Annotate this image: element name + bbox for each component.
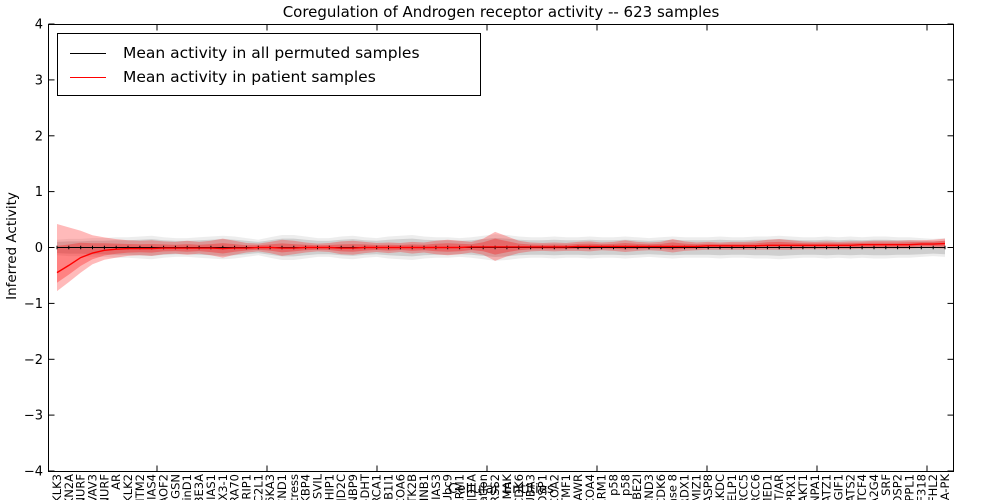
x-tick-label: KLK2 — [121, 474, 135, 500]
y-tick-label: −1 — [24, 297, 43, 312]
x-tick-label: CTNNB1 — [417, 474, 431, 500]
x-axis-label: Cellular Entities — [447, 481, 555, 497]
x-tick-label: T-DHT/AR/Caspase 8 — [666, 474, 680, 500]
x-tick-label: T-DHT/AR/TIF2/CARM1 — [453, 474, 467, 500]
legend: Mean activity in all permuted samples Me… — [57, 33, 481, 96]
x-tick-label: T-DHT/AR/PRX1 — [784, 474, 798, 500]
x-tick-label: FHL2 — [926, 474, 940, 500]
x-tick-label: TMPRSS2 — [488, 474, 502, 500]
x-tick-label: T-DHT/AR/CDK6 — [512, 474, 526, 500]
x-tick-label: JMJD2C — [334, 474, 348, 500]
y-tick-label: −3 — [24, 409, 43, 424]
x-tick-label: T-DHT/AR/SNURF — [97, 474, 111, 500]
x-tick-label: response to oxidative stress — [287, 474, 301, 500]
x-tick-label: CMTM2 — [133, 474, 147, 500]
x-tick-label: mol:T-DHT — [358, 473, 372, 500]
x-tick-label: AR — [109, 474, 123, 490]
x-tick-label: BRCA1 — [370, 474, 384, 500]
x-tick-label: PIAS1 — [204, 474, 218, 500]
x-tick-label: HIP1 — [322, 474, 336, 500]
x-tick-label: DNA-PK — [938, 474, 952, 500]
x-tick-label: CCND1 — [275, 474, 289, 500]
x-tick-label: CDK6 — [654, 474, 668, 500]
x-tick-label: PRKDC — [713, 474, 727, 500]
y-tick-label: 0 — [35, 241, 43, 256]
x-tick-label: ZMIZ1 — [689, 474, 703, 500]
patient-line-swatch — [70, 76, 106, 78]
legend-label-patient: Mean activity in patient samples — [123, 68, 376, 86]
y-tick-label: 1 — [35, 185, 43, 200]
x-tick-label: APPL1 — [903, 474, 917, 500]
x-tick-label: JMJD1A — [464, 474, 478, 500]
x-tick-label: SRF — [879, 474, 893, 496]
x-tick-label: MAK — [500, 474, 514, 500]
x-tick-label: AOF2 — [157, 474, 171, 500]
y-tick-label: 2 — [35, 129, 43, 144]
x-tick-label: ZNF318 — [914, 474, 928, 500]
chart-title: Coregulation of Androgen receptor activi… — [282, 3, 720, 21]
x-tick-label: NCOA2 — [547, 474, 561, 500]
x-tick-label: CTDSP2 — [891, 474, 905, 500]
x-tick-label: RPS6KA3 — [263, 474, 277, 500]
x-tick-label: CARM1 — [595, 474, 609, 500]
legend-label-permuted: Mean activity in all permuted samples — [123, 44, 420, 62]
x-tick-label: XRCC5 — [737, 474, 751, 500]
x-tick-label: SVIL — [311, 473, 325, 499]
x-tick-label: T-DHT/AR/Ubc9 — [441, 474, 455, 500]
x-tick-label: PTK2B — [405, 474, 419, 500]
x-tick-label: CTDSP1 — [535, 474, 549, 500]
legend-item-permuted: Mean activity in all permuted samples — [70, 41, 470, 65]
x-tick-label: HNRNPA1 — [808, 474, 822, 500]
x-tick-label: AKT1 — [796, 474, 810, 500]
x-tick-label: RANBP9 — [346, 474, 360, 500]
x-tick-label: T-DHT/AR/Cyclin D3/CDK11 p58 — [618, 474, 632, 500]
x-tick-label: GSN — [168, 474, 182, 499]
y-tick-label: −4 — [24, 465, 43, 480]
x-tick-label: CASP8 — [701, 474, 715, 500]
x-tick-label: T-DHT/AR/CyclinD1 — [180, 474, 194, 500]
x-tick-label: PA2G4 — [867, 474, 881, 500]
patient-band-inner — [57, 238, 945, 283]
permuted-line-swatch — [70, 52, 106, 54]
x-tick-label: TCF4 — [855, 474, 869, 500]
x-tick-label: CDKN2A — [62, 474, 76, 500]
x-tick-label: LATS2 — [843, 474, 857, 500]
x-tick-label: CCND3 — [642, 474, 656, 500]
x-tick-label: PATZ1 — [820, 474, 834, 500]
x-tick-label: PELP1 — [725, 474, 739, 500]
x-tick-label: T-DHT/AR — [772, 474, 786, 500]
x-tick-label: NRIP1 — [239, 474, 253, 500]
x-tick-label: T-DHT/AR/ARA70 — [228, 474, 242, 500]
x-tick-label: Cyclin D3/CDK11 p58 — [607, 474, 621, 500]
x-tick-label: NKX3-1 — [216, 474, 230, 500]
x-tick-label: MED1 — [760, 474, 774, 500]
x-tick-label: NCOA6 — [393, 474, 407, 500]
x-tick-label: UBE2I — [630, 474, 644, 500]
x-tick-label: VAV3 — [86, 474, 100, 500]
y-tick-label: −2 — [24, 353, 43, 368]
x-tick-label: TMF1 — [559, 474, 573, 500]
x-tick-label: KLK3 — [50, 474, 64, 500]
x-tick-label: NCOA4 — [583, 474, 597, 500]
x-tick-label: PRDX1 — [678, 474, 692, 500]
x-tick-label: PIAS4 — [145, 474, 159, 500]
y-tick-label: 4 — [35, 18, 43, 33]
x-tick-label: XRCC6 — [749, 474, 763, 500]
patient-mean-line — [56, 242, 946, 274]
x-tick-label: TGIF1 — [831, 474, 845, 500]
x-tick-label: TGFB1I1 — [382, 474, 396, 500]
x-tick-label: CDC2L1 — [251, 474, 265, 500]
x-tick-label: cell proliferation — [476, 474, 490, 500]
y-tick-label: 3 — [35, 73, 43, 88]
patient-band-outer — [57, 224, 945, 292]
x-tick-label: SNURF — [74, 474, 88, 500]
legend-item-patient: Mean activity in patient samples — [70, 65, 470, 89]
x-tick-label: PAWR — [571, 474, 585, 500]
x-tick-label: UBA3 — [524, 474, 538, 500]
x-tick-label: UBE3A — [192, 474, 206, 500]
x-tick-label: PIAS3 — [429, 474, 443, 500]
x-tick-label: FKBP4 — [299, 474, 313, 500]
